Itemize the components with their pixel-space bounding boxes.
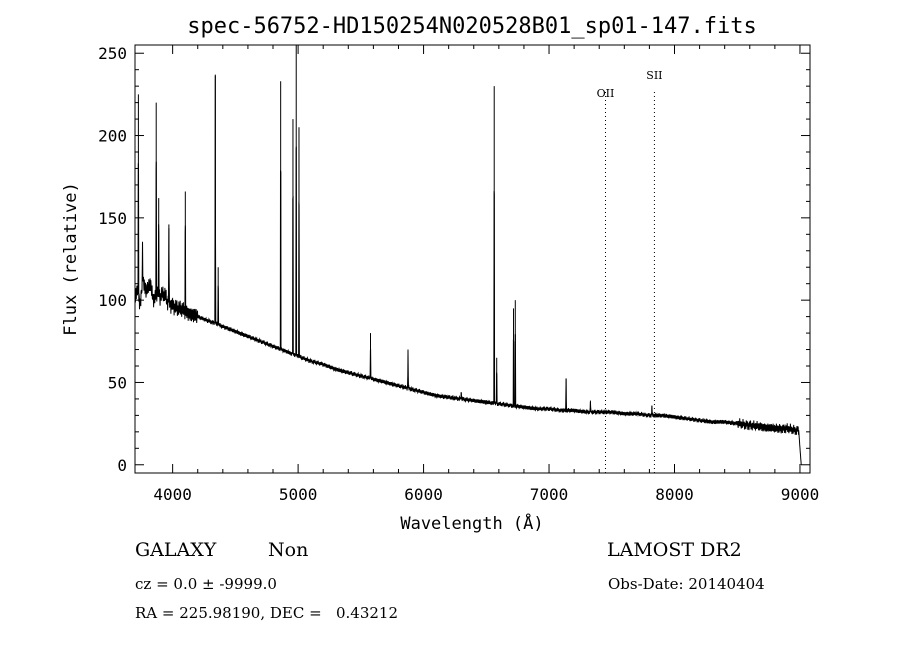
y-tick-label: 250 <box>98 44 127 63</box>
x-axis-label: Wavelength (Å) <box>400 512 543 534</box>
x-tick-label: 4000 <box>153 485 192 504</box>
x-tick-label: 9000 <box>781 485 820 504</box>
y-tick-label: 50 <box>108 373 127 392</box>
annotation-label: SII <box>646 69 662 82</box>
object-subclass: Non <box>268 539 309 561</box>
y-axis-label: Flux (relative) <box>61 182 81 336</box>
x-tick-label: 5000 <box>279 485 318 504</box>
y-tick-label: 150 <box>98 209 127 228</box>
x-tick-label: 6000 <box>404 485 443 504</box>
coordinates-text: RA = 225.98190, DEC = 0.43212 <box>135 604 399 622</box>
spectrum-line <box>134 75 802 465</box>
y-tick-label: 0 <box>117 456 127 475</box>
x-tick-label: 7000 <box>530 485 569 504</box>
y-tick-label: 100 <box>98 291 127 310</box>
line-annotations: OII SII <box>597 69 663 473</box>
obs-date-text: Obs-Date: 20140404 <box>608 575 765 593</box>
y-axis: 0 50 100 150 200 250 <box>98 44 810 475</box>
redshift-text: cz = 0.0 ± -9999.0 <box>135 575 277 593</box>
object-class: GALAXY <box>135 539 217 561</box>
survey-label: LAMOST DR2 <box>607 539 742 561</box>
y-tick-label: 200 <box>98 127 127 146</box>
spectrum-series <box>134 45 802 465</box>
annotation-label: OII <box>597 87 615 100</box>
chart-title: spec-56752-HD150254N020528B01_sp01-147.f… <box>187 14 757 39</box>
x-tick-label: 8000 <box>655 485 694 504</box>
plot-frame <box>134 44 811 474</box>
x-axis: 4000 5000 6000 7000 8000 9000 <box>153 45 819 504</box>
